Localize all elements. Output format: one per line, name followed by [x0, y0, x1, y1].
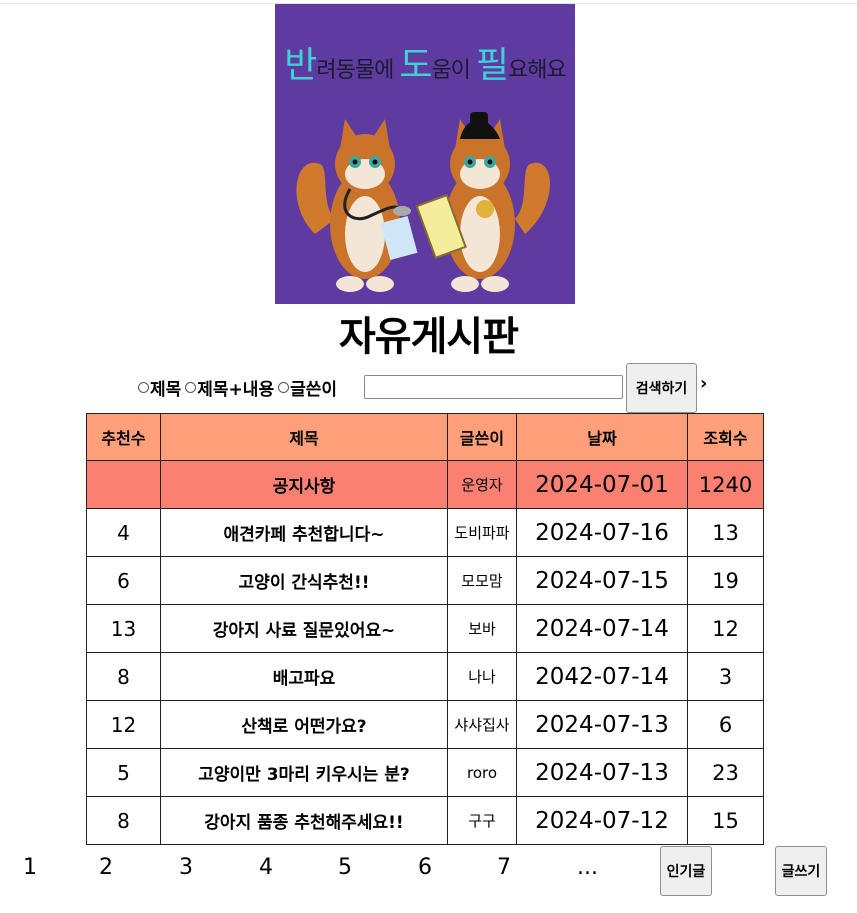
cell-views: 3 — [687, 652, 764, 701]
cell-recommend: 6 — [86, 556, 161, 605]
cell-title-link[interactable]: 강아지 품종 추천해주세요!! — [160, 796, 448, 845]
page-link-5[interactable]: 5 — [338, 855, 352, 880]
page-link-6[interactable]: 6 — [418, 855, 432, 880]
cell-recommend: 8 — [86, 796, 161, 845]
radio-title[interactable]: 제목 — [138, 375, 181, 400]
cell-writer: 나나 — [447, 652, 517, 701]
header-date: 날짜 — [516, 413, 688, 461]
cell-title-link[interactable]: 고양이만 3마리 키우시는 분? — [160, 748, 448, 797]
banner-image: 반려동물에 도움이 필요해요 — [275, 4, 575, 304]
header-recommend: 추천수 — [86, 413, 161, 461]
page-link-3[interactable]: 3 — [179, 855, 193, 880]
cell-views: 6 — [687, 700, 764, 749]
cell-title-link[interactable]: 공지사항 — [160, 460, 448, 509]
cell-title-link[interactable]: 애견카페 추천합니다~ — [160, 508, 448, 557]
table-row[interactable]: 5 고양이만 3마리 키우시는 분? roro 2024-07-13 23 — [86, 748, 764, 797]
chevron-right-icon[interactable]: › — [700, 373, 708, 394]
table-row[interactable]: 8 배고파요 나나 2042-07-14 3 — [86, 652, 764, 701]
radio-circle-icon[interactable] — [138, 381, 149, 393]
cell-views: 23 — [687, 748, 764, 797]
cell-writer: 모모맘 — [447, 556, 517, 605]
cell-title-link[interactable]: 강아지 사료 질문있어요~ — [160, 604, 448, 653]
cell-recommend: 4 — [86, 508, 161, 557]
doctor-cat-icon — [296, 119, 418, 292]
radio-circle-icon[interactable] — [185, 381, 197, 393]
table-row[interactable]: 12 산책로 어떤가요? 샤샤집사 2024-07-13 6 — [86, 700, 764, 749]
cell-date: 2024-07-01 — [516, 460, 688, 509]
cell-writer: 보바 — [447, 604, 517, 653]
cell-title-link[interactable]: 산책로 어떤가요? — [160, 700, 448, 749]
radio-title-content[interactable]: 제목+내용 — [185, 375, 274, 400]
cats-illustration — [296, 112, 550, 292]
cell-date: 2024-07-12 — [516, 796, 688, 845]
cell-recommend: 5 — [86, 748, 161, 797]
table-row[interactable]: 8 강아지 품종 추천해주세요!! 구구 2024-07-12 15 — [86, 796, 764, 845]
cell-date: 2024-07-13 — [516, 748, 688, 797]
radio-writer[interactable]: 글쓴이 — [278, 375, 337, 400]
radio-circle-icon[interactable] — [278, 381, 290, 393]
board-table: 추천수 제목 글쓴이 날짜 조회수 공지사항 운영자 2024-07-01 12… — [86, 413, 764, 845]
search-button[interactable]: 검색하기 — [626, 363, 697, 413]
page-ellipsis[interactable]: ... — [577, 855, 598, 880]
cell-date: 2024-07-16 — [516, 508, 688, 557]
cell-views: 15 — [687, 796, 764, 845]
cell-writer: 도비파파 — [447, 508, 517, 557]
page-link-1[interactable]: 1 — [23, 855, 37, 880]
table-row[interactable]: 13 강아지 사료 질문있어요~ 보바 2024-07-14 12 — [86, 604, 764, 653]
cell-writer: 샤샤집사 — [447, 700, 517, 749]
top-divider — [0, 3, 857, 4]
popular-posts-button[interactable]: 인기글 — [660, 846, 712, 896]
page-link-4[interactable]: 4 — [259, 855, 273, 880]
page-title: 자유게시판 — [339, 314, 519, 360]
banner-title: 반려동물에 도움이 필요해요 — [284, 45, 567, 86]
cell-views: 12 — [687, 604, 764, 653]
table-row[interactable]: 6 고양이 간식추천!! 모모맘 2024-07-15 19 — [86, 556, 764, 605]
cell-date: 2024-07-15 — [516, 556, 688, 605]
cell-date: 2024-07-13 — [516, 700, 688, 749]
header-views: 조회수 — [687, 413, 764, 461]
cell-views: 1240 — [687, 460, 764, 509]
cell-views: 19 — [687, 556, 764, 605]
table-header-row: 추천수 제목 글쓴이 날짜 조회수 — [86, 413, 764, 461]
cell-title-link[interactable]: 고양이 간식추천!! — [160, 556, 448, 605]
table-row[interactable]: 4 애견카페 추천합니다~ 도비파파 2024-07-16 13 — [86, 508, 764, 557]
cell-writer: 운영자 — [447, 460, 517, 509]
search-options: 제목 제목+내용 글쓴이 — [138, 372, 341, 402]
cell-title-link[interactable]: 배고파요 — [160, 652, 448, 701]
cell-views: 13 — [687, 508, 764, 557]
header-title: 제목 — [160, 413, 448, 461]
cell-recommend: 8 — [86, 652, 161, 701]
cell-recommend: 12 — [86, 700, 161, 749]
cell-recommend — [86, 460, 161, 509]
search-input[interactable] — [364, 375, 623, 399]
cell-date: 2042-07-14 — [516, 652, 688, 701]
header-writer: 글쓴이 — [447, 413, 517, 461]
write-post-button[interactable]: 글쓰기 — [775, 846, 827, 896]
cell-writer: 구구 — [447, 796, 517, 845]
cell-writer: roro — [447, 748, 517, 797]
page-link-2[interactable]: 2 — [99, 855, 113, 880]
nurse-cat-icon — [415, 112, 550, 292]
notice-row[interactable]: 공지사항 운영자 2024-07-01 1240 — [86, 460, 764, 509]
page-link-7[interactable]: 7 — [497, 855, 511, 880]
cell-recommend: 13 — [86, 604, 161, 653]
cell-date: 2024-07-14 — [516, 604, 688, 653]
